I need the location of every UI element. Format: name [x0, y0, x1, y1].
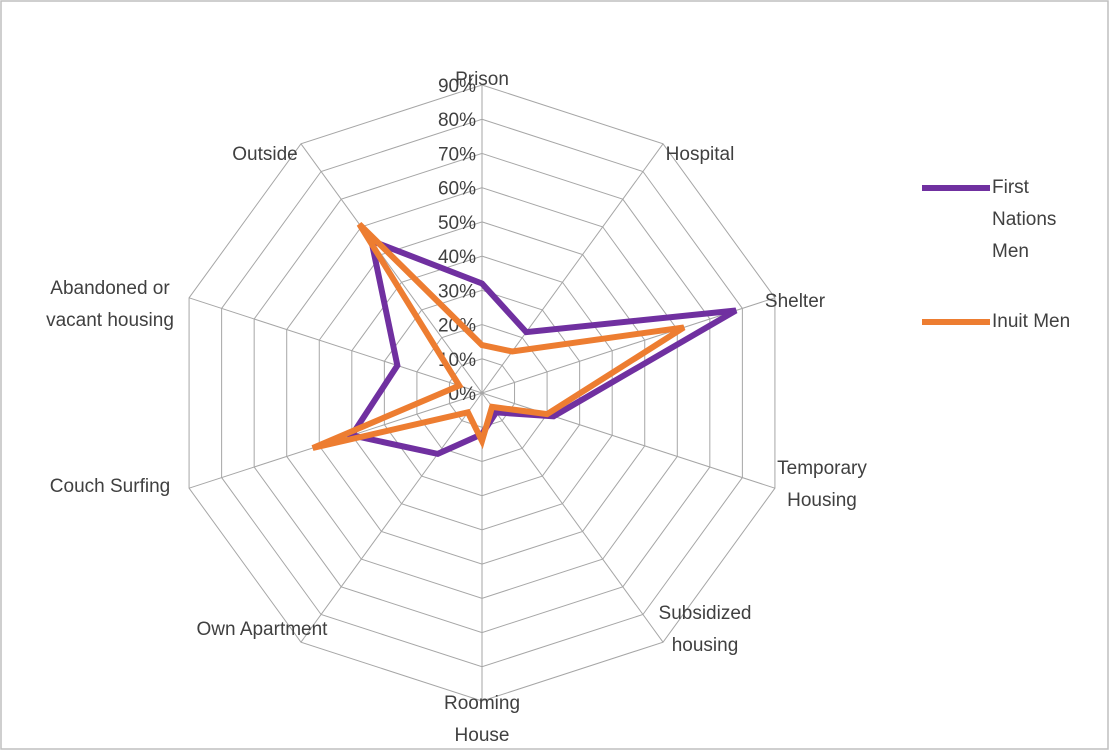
tick-label: 30%: [438, 281, 476, 302]
tick-label: 40%: [438, 247, 476, 268]
category-label: Abandoned or vacant housing: [46, 278, 174, 331]
spoke: [481, 392, 664, 643]
category-label: Temporary Housing: [777, 458, 867, 511]
spoke: [481, 392, 776, 489]
legend-label: First Nations Men: [992, 177, 1057, 262]
spoke: [300, 143, 483, 394]
tick-label: 90%: [438, 76, 476, 97]
category-label: Shelter: [764, 291, 826, 312]
tick-label: 70%: [438, 144, 476, 165]
category-label: Rooming House: [443, 693, 521, 746]
tick-label: 50%: [438, 213, 476, 234]
category-label: Own Apartment: [196, 619, 328, 640]
spoke: [188, 297, 483, 394]
category-label: Prison: [455, 69, 509, 90]
spoke: [300, 392, 483, 643]
tick-label: 60%: [438, 179, 476, 200]
tick-label: 80%: [438, 110, 476, 131]
category-label: Outside: [232, 144, 298, 165]
category-label: Subsidized housing: [658, 603, 752, 656]
category-label: Couch Surfing: [49, 476, 171, 497]
legend-label: Inuit Men: [992, 311, 1071, 332]
series-line: [311, 221, 686, 451]
category-label: Hospital: [665, 144, 735, 165]
